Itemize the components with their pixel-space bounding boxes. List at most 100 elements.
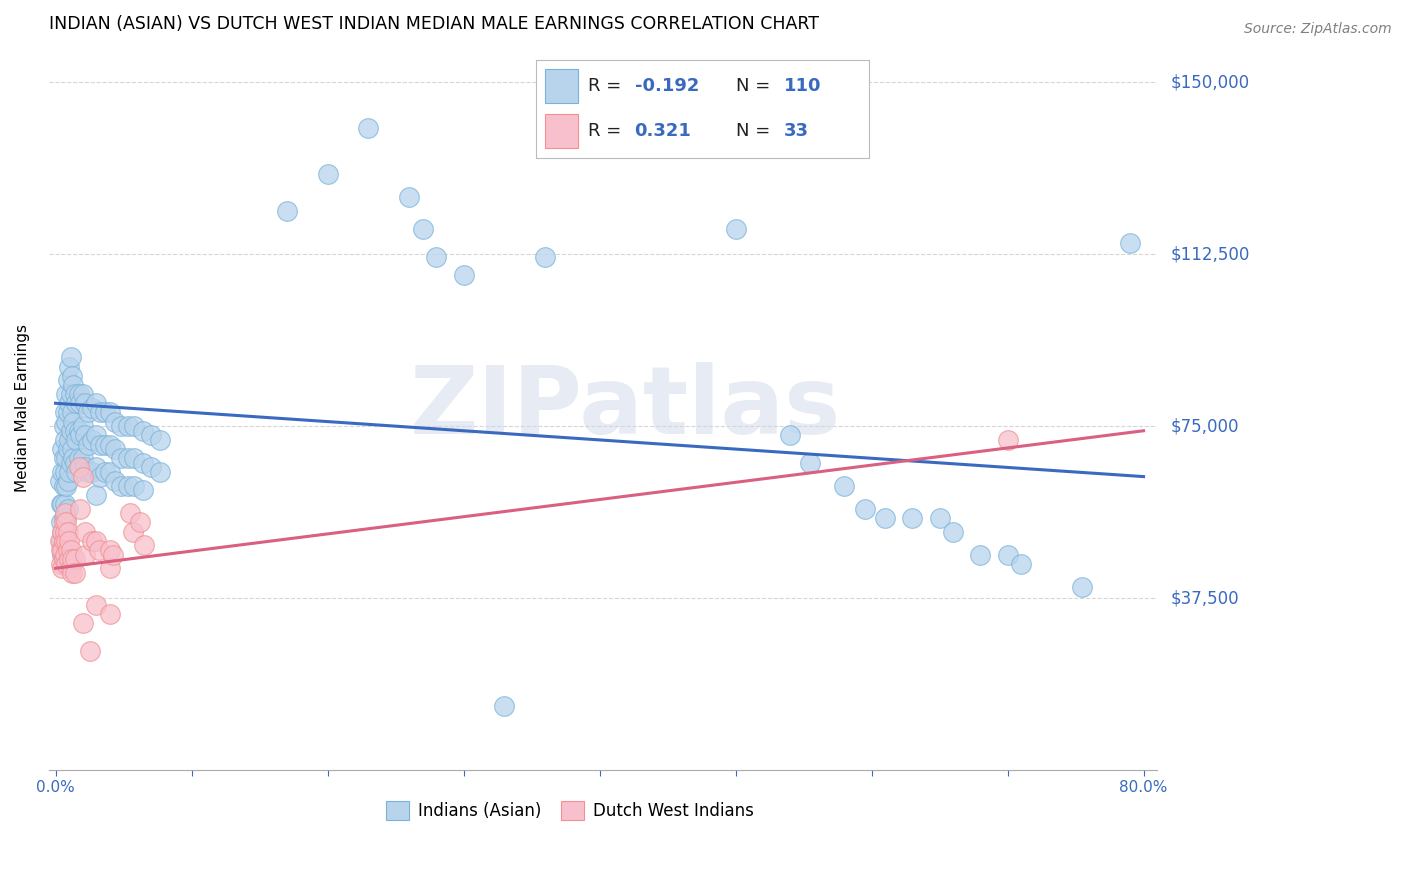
Point [53,405,76,419]
Point [59,387,82,401]
Point [98,543,121,558]
Legend: Indians (Asian), Dutch West Indians: Indians (Asian), Dutch West Indians [380,794,761,827]
Point [534,250,557,264]
Point [52,533,75,548]
Point [834,479,856,493]
Point [398,190,420,204]
Point [93,465,115,479]
Point [101,548,124,562]
Point [124,419,146,434]
Point [276,203,298,218]
Point [132,538,155,552]
Point [72,387,94,401]
Point [59,456,82,470]
Point [128,516,150,530]
Point [69,396,91,410]
Point [724,222,747,236]
Point [86,428,108,442]
Point [56,474,79,488]
Point [124,479,146,493]
Point [1119,235,1142,250]
Point [98,437,121,451]
Point [51,561,73,575]
Point [72,419,94,434]
Text: $37,500: $37,500 [1171,589,1240,607]
Point [89,437,111,451]
Point [77,405,100,419]
Point [131,483,153,498]
Point [53,524,76,539]
Point [49,516,72,530]
Point [89,469,111,483]
Point [104,442,127,456]
Point [72,451,94,466]
Point [969,548,991,562]
Point [93,437,115,451]
Point [357,121,380,136]
Point [63,387,86,401]
Point [67,424,90,438]
Point [75,524,97,539]
Point [69,460,91,475]
Point [67,387,90,401]
Point [928,511,950,525]
Point [82,401,104,415]
Point [58,396,80,410]
Point [122,524,145,539]
Point [494,698,516,713]
Point [52,552,75,566]
Point [51,465,73,479]
Point [49,543,72,558]
Point [86,533,108,548]
Text: $112,500: $112,500 [1171,245,1250,263]
Point [58,533,80,548]
Point [53,524,76,539]
Point [55,415,77,429]
Point [56,442,79,456]
Point [60,566,83,580]
Point [72,469,94,483]
Point [59,543,82,558]
Point [56,524,79,539]
Text: ZIPatlas: ZIPatlas [409,362,841,454]
Point [997,548,1019,562]
Point [799,456,821,470]
Point [48,474,70,488]
Point [51,497,73,511]
Text: $150,000: $150,000 [1171,73,1250,91]
Point [117,419,139,434]
Point [58,552,80,566]
Point [56,543,79,558]
Point [104,474,127,488]
Point [63,566,86,580]
Point [853,501,876,516]
Point [942,524,965,539]
Point [82,533,104,548]
Point [453,268,475,282]
Point [51,524,73,539]
Point [53,506,76,520]
Point [110,451,132,466]
Point [86,488,108,502]
Point [98,607,121,621]
Point [98,561,121,575]
Point [65,433,87,447]
Point [53,465,76,479]
Point [55,451,77,466]
Point [53,433,76,447]
Point [51,543,73,558]
Point [52,516,75,530]
Point [131,456,153,470]
Point [59,351,82,365]
Point [59,424,82,438]
Point [139,428,162,442]
Point [59,561,82,575]
Point [51,524,73,539]
Point [75,548,97,562]
Point [55,479,77,493]
Point [48,533,70,548]
Point [52,533,75,548]
Point [139,460,162,475]
Point [55,387,77,401]
Point [69,428,91,442]
